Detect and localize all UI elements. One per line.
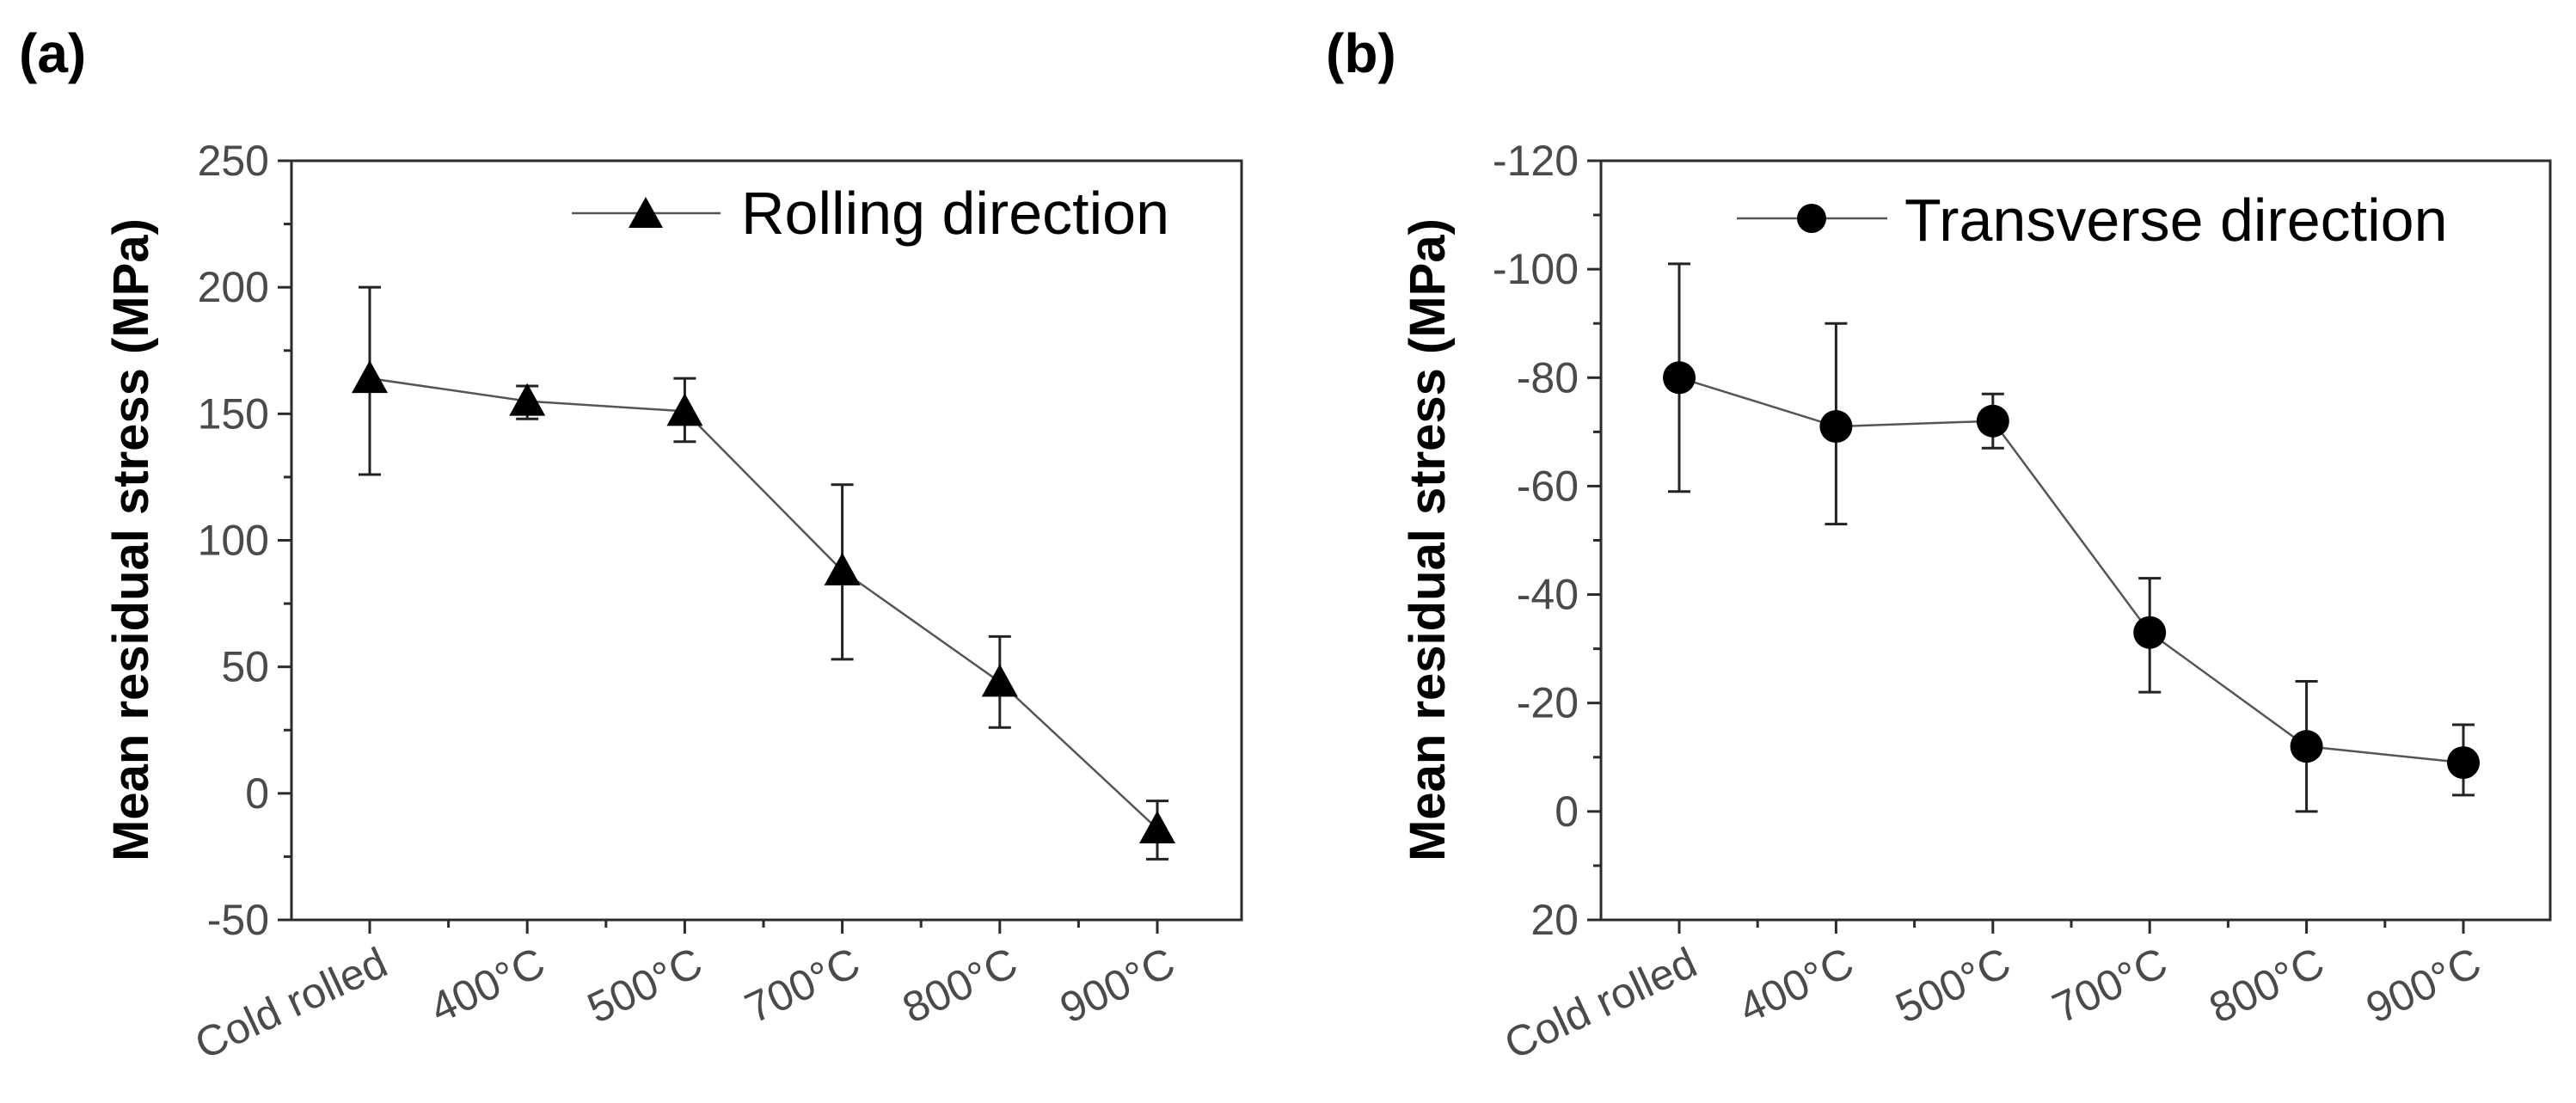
data-point-triangle: [666, 393, 703, 426]
x-categories-a: Cold rolled 400°C 500°C 700°C 800°C 900°C: [187, 920, 1182, 1069]
panel-label-b: (b): [1326, 22, 1396, 84]
plot-frame-a: [290, 159, 1243, 922]
y-ticks-a: 250 200 150 100 50 0 -50: [198, 137, 291, 944]
data-point-triangle: [509, 383, 546, 416]
legend-b: Transverse direction: [1737, 187, 2448, 254]
y-tick-label: 150: [198, 389, 269, 438]
x-category-label: 800°C: [2202, 938, 2331, 1033]
chart-a: (a) Mean residual stress (MPa) 250 200 150…: [19, 22, 1243, 1069]
data-point-triangle: [981, 664, 1018, 697]
y-tick-label: -100: [1493, 245, 1579, 293]
y-tick-label: 0: [1555, 787, 1579, 836]
y-tick-label: 20: [1530, 896, 1579, 944]
series-a: [352, 285, 1175, 861]
x-category-label: 900°C: [1053, 938, 1182, 1033]
series-line: [369, 377, 1158, 830]
y-tick-label: 200: [198, 263, 269, 311]
y-tick-label: 100: [198, 517, 269, 565]
y-tick-label: 0: [245, 769, 269, 818]
x-category-label: Cold rolled: [187, 938, 394, 1069]
x-category-label: 400°C: [1732, 938, 1861, 1033]
data-point-triangle: [352, 360, 388, 394]
data-point-circle: [1819, 410, 1853, 444]
data-point-circle: [2447, 746, 2480, 780]
data-point-circle: [2290, 730, 2323, 763]
y-tick-label: -20: [1517, 679, 1579, 727]
series-line: [1678, 377, 2464, 764]
y-tick-label: -120: [1493, 137, 1579, 185]
x-category-label: 700°C: [738, 938, 867, 1033]
y-tick-label: 50: [221, 643, 269, 691]
chart-b: (b) Mean residual stress (MPa) -120-100-…: [1326, 22, 2552, 1069]
y-axis-title-a: Mean residual stress (MPa): [103, 218, 159, 861]
x-category-label: Cold rolled: [1497, 938, 1703, 1069]
plot-frame-b: [1599, 159, 2552, 922]
data-point-circle: [1976, 404, 2009, 438]
legend-marker-circle: [1797, 204, 1826, 233]
y-tick-label: -40: [1517, 571, 1579, 619]
legend-marker-triangle: [629, 197, 663, 228]
x-category-label: 400°C: [423, 938, 552, 1033]
x-category-label: 500°C: [1888, 938, 2017, 1033]
data-point-triangle: [1139, 811, 1175, 844]
legend-label-a: Rolling direction: [741, 180, 1169, 247]
y-tick-label: 250: [198, 137, 269, 185]
y-axis-title-b: Mean residual stress (MPa): [1400, 218, 1456, 861]
panel-label-a: (a): [19, 22, 86, 84]
series-b: [1663, 262, 2480, 813]
y-ticks-b: -120 -100 -80 -60 -40 -20 0 20: [1493, 137, 1601, 944]
x-category-label: 700°C: [2045, 938, 2174, 1033]
data-point-circle: [1663, 361, 1696, 395]
y-tick-label: -50: [207, 896, 269, 944]
data-point-circle: [2133, 616, 2167, 649]
legend-label-b: Transverse direction: [1904, 187, 2448, 254]
x-category-label: 500°C: [580, 938, 709, 1033]
y-tick-label: -80: [1517, 353, 1579, 401]
x-categories-b: Cold rolled 400°C 500°C 700°C 800°C 900°C: [1497, 920, 2488, 1069]
y-tick-label: -60: [1517, 462, 1579, 510]
x-category-label: 800°C: [895, 938, 1024, 1033]
data-point-triangle: [824, 552, 861, 585]
legend-a: Rolling direction: [572, 180, 1169, 247]
x-category-label: 900°C: [2359, 938, 2488, 1033]
